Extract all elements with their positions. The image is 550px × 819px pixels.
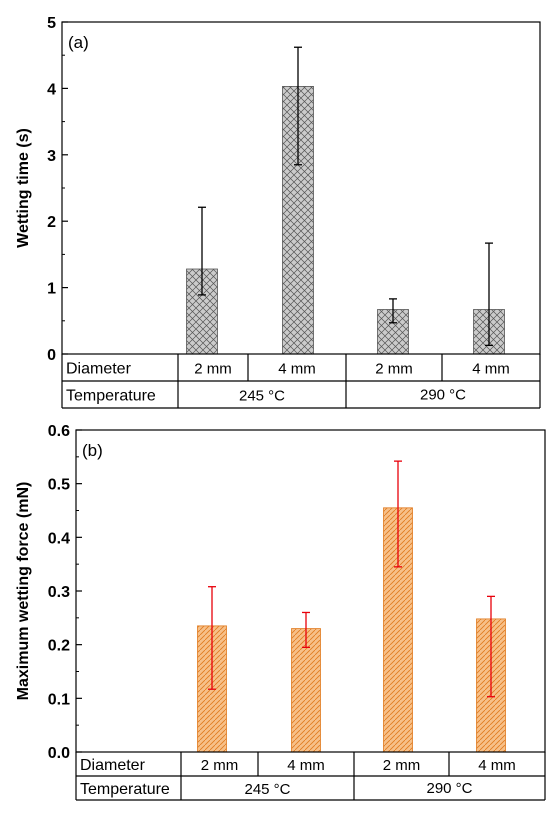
x-category-label: 4 mm <box>472 361 510 378</box>
panel-label: (a) <box>68 33 89 52</box>
y-tick-label: 0.6 <box>48 423 70 440</box>
y-tick-label: 4 <box>47 81 56 98</box>
y-tick-label: 0.5 <box>48 477 70 494</box>
y-axis-label: Wetting time (s) <box>15 128 32 248</box>
x-category-label: 4 mm <box>287 757 325 774</box>
table-row-label-temperature: Temperature <box>80 781 170 798</box>
panel-a: 0 1 2 3 4 5 Wetting time (s) (a) Diameter Tempera… <box>15 15 541 409</box>
temperature-group-label: 245 °C <box>244 781 290 798</box>
error-bar-4 <box>487 595 495 698</box>
error-bar-1 <box>208 586 216 690</box>
y-tick-label: 0.1 <box>48 691 70 708</box>
y-tick-label: 0.2 <box>48 638 70 655</box>
error-bar-3 <box>389 298 397 324</box>
y-tick-label: 0.4 <box>48 530 70 547</box>
table-row-label-diameter: Diameter <box>80 757 146 774</box>
temperature-group-label: 290 °C <box>426 780 472 797</box>
table-row-label-diameter: Diameter <box>66 361 132 378</box>
error-bar-1 <box>198 206 206 296</box>
y-tick-label: 0.0 <box>48 745 70 762</box>
y-tick-label: 3 <box>47 148 56 165</box>
y-tick-label: 1 <box>47 281 56 298</box>
y-tick-label: 0.3 <box>48 584 70 601</box>
y-tick-label: 0 <box>47 347 56 364</box>
temperature-group-label: 290 °C <box>420 387 466 404</box>
x-category-label: 4 mm <box>278 361 316 378</box>
error-bar-3 <box>394 460 402 568</box>
panel-label: (b) <box>82 441 103 460</box>
temperature-group-label: 245 °C <box>239 388 285 405</box>
error-bar-4 <box>485 242 493 347</box>
x-category-label: 2 mm <box>194 361 232 378</box>
category-table: Diameter Temperature 2 mm 4 mm 2 mm 4 mm 245 °… <box>75 752 546 801</box>
panel-b: 0.0 0.1 0.2 0.3 0.4 0.5 0.6 Maximum wetting for… <box>15 423 546 801</box>
x-category-label: 2 mm <box>201 757 239 774</box>
error-bar-2 <box>294 46 302 166</box>
x-category-label: 4 mm <box>478 757 516 774</box>
y-axis-label: Maximum wetting force (mN) <box>15 482 32 701</box>
category-table: Diameter Temperature 2 mm 4 mm 2 mm 4 mm 245 °… <box>61 354 541 409</box>
table-row-label-temperature: Temperature <box>66 388 156 405</box>
error-bar-2 <box>302 611 310 648</box>
x-category-label: 2 mm <box>383 757 421 774</box>
x-category-label: 2 mm <box>375 361 413 378</box>
y-tick-label: 2 <box>47 214 56 231</box>
y-tick-label: 5 <box>47 15 56 32</box>
